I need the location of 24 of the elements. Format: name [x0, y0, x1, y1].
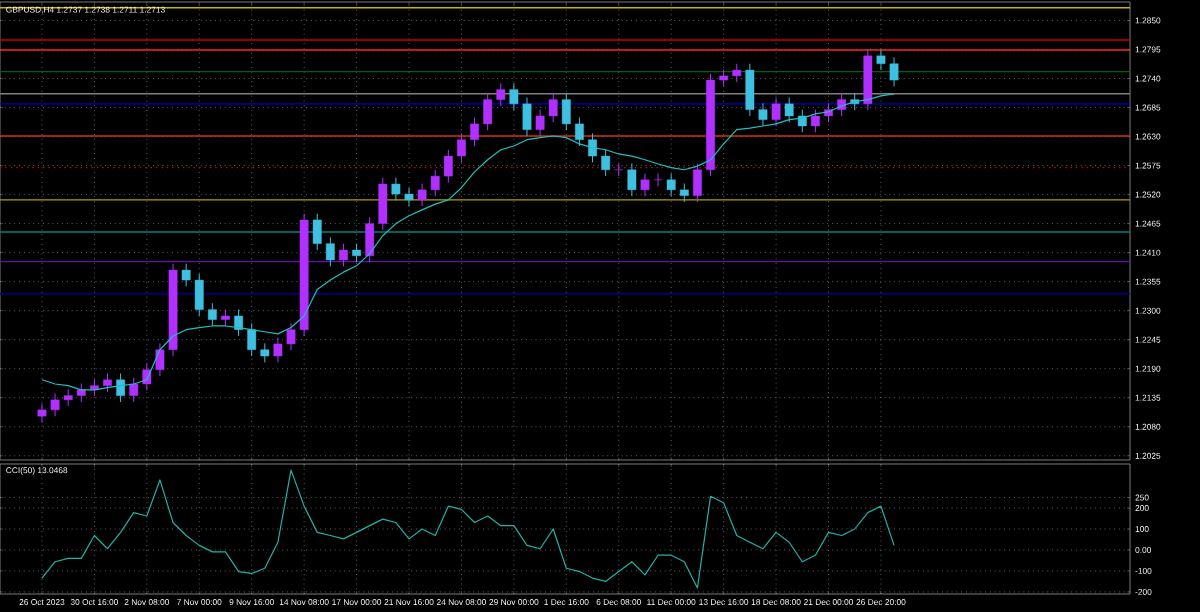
- line-series: [41, 469, 895, 589]
- candlestick: [207, 302, 217, 327]
- candlestick: [339, 243, 348, 267]
- candlestick: [614, 162, 624, 177]
- candlestick: [575, 117, 584, 147]
- candlestick: [312, 213, 322, 251]
- candlestick: [352, 243, 361, 263]
- candlestick: [561, 92, 571, 131]
- candlestick: [325, 236, 335, 267]
- candlestick: [837, 92, 847, 117]
- candlestick: [601, 149, 611, 177]
- candlestick: [116, 372, 125, 403]
- candlestick: [653, 172, 663, 187]
- candlestick: [627, 162, 637, 197]
- candlestick: [103, 372, 112, 393]
- candlestick: [457, 132, 466, 163]
- candlestick: [470, 117, 479, 147]
- candlestick: [771, 96, 781, 127]
- candlestick: [693, 162, 702, 203]
- candlestick: [640, 172, 650, 197]
- candlestick: [732, 63, 742, 83]
- candlestick: [588, 132, 597, 163]
- candlestick: [811, 109, 820, 133]
- candlestick: [234, 309, 243, 337]
